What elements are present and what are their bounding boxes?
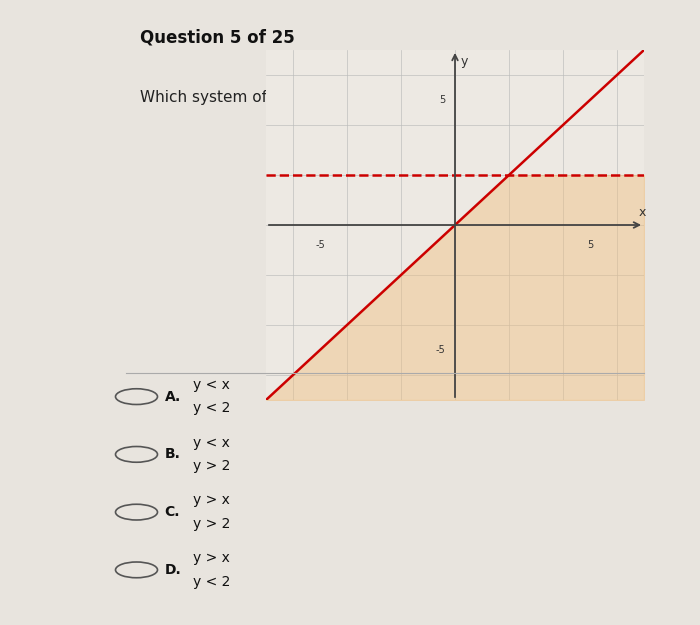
Text: y < 2: y < 2: [193, 401, 230, 416]
Text: Question 5 of 25: Question 5 of 25: [140, 28, 295, 46]
Text: y < x: y < x: [193, 436, 230, 449]
Text: y < 2: y < 2: [193, 575, 230, 589]
Text: y > 2: y > 2: [193, 517, 230, 531]
Text: Which system of inequalities is shown?: Which system of inequalities is shown?: [140, 90, 440, 105]
Text: D.: D.: [164, 563, 181, 577]
Text: -5: -5: [315, 240, 325, 250]
Text: y > x: y > x: [193, 551, 230, 565]
Text: y > 2: y > 2: [193, 459, 230, 473]
Text: y < x: y < x: [193, 378, 230, 392]
Text: B.: B.: [164, 448, 181, 461]
Text: y > x: y > x: [193, 493, 230, 508]
Text: x: x: [638, 206, 646, 219]
Text: -5: -5: [436, 345, 446, 355]
Text: y: y: [461, 55, 468, 68]
Text: 5: 5: [587, 240, 593, 250]
Text: A.: A.: [164, 389, 181, 404]
Text: C.: C.: [164, 505, 180, 519]
Text: 5: 5: [440, 95, 446, 105]
